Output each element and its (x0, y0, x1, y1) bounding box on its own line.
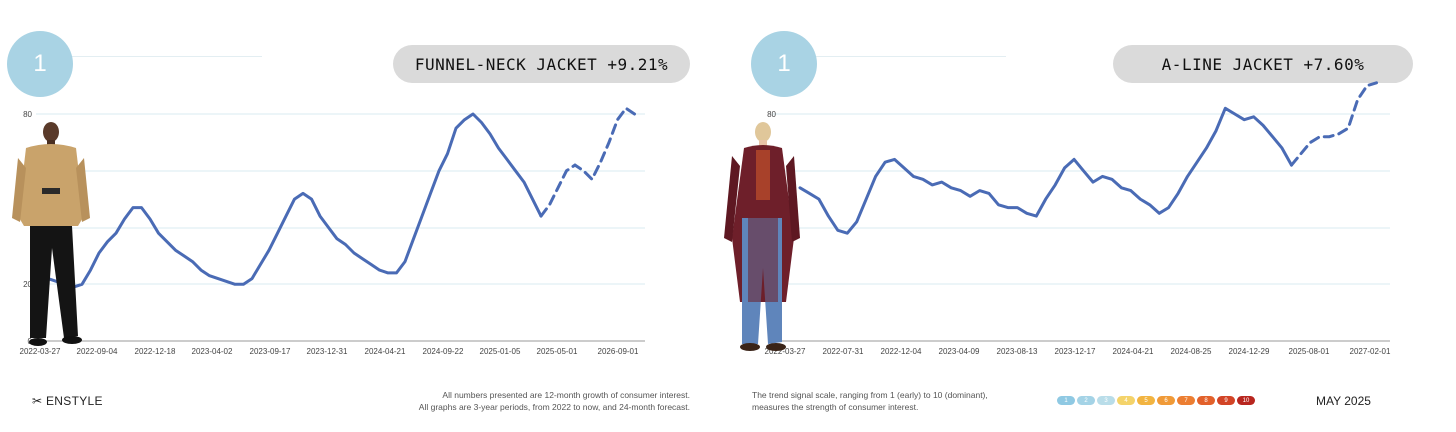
trend-title-pill: FUNNEL-NECK JACKET +9.21% (393, 45, 690, 83)
footnote-line: measures the strength of consumer intere… (752, 402, 919, 412)
x-tick-label: 2022-09-04 (77, 347, 118, 356)
x-tick-label: 2024-04-21 (1113, 347, 1154, 356)
x-tick-label: 2022-12-04 (881, 347, 922, 356)
footnote-line: All graphs are 3-year periods, from 2022… (418, 402, 690, 412)
x-tick-label: 2023-09-17 (250, 347, 291, 356)
scale-chip: 8 (1197, 396, 1215, 405)
x-tick-label: 2024-09-22 (423, 347, 464, 356)
x-tick-label: 2022-03-27 (765, 347, 806, 356)
series-line-forecast (1290, 81, 1378, 167)
x-tick-label: 2022-12-18 (135, 347, 176, 356)
footer: ✂ ENSTYLE All numbers presented are 12-m… (0, 380, 1456, 432)
series-line-forecast (539, 106, 636, 218)
x-tick-label: 2026-09-01 (598, 347, 639, 356)
model-image-camel-jacket (12, 122, 90, 346)
line-chart: 80 2022-03-27 2022-07-31 2022-12-04 2023… (765, 81, 1391, 356)
scissors-icon: ✂ (32, 394, 43, 408)
footnote-methodology: All numbers presented are 12-month growt… (419, 389, 690, 413)
x-tick-label: 2023-08-13 (997, 347, 1038, 356)
x-ticks: 2022-03-27 2022-07-31 2022-12-04 2023-04… (765, 347, 1391, 356)
x-tick-label: 2022-03-27 (20, 347, 61, 356)
brand-logo: ✂ ENSTYLE (32, 394, 103, 408)
series-line-historical (798, 106, 1293, 235)
x-tick-label: 2024-12-29 (1229, 347, 1270, 356)
trend-signal-scale: 1 2 3 4 5 6 7 8 9 10 (1057, 396, 1255, 405)
scale-chip: 4 (1117, 396, 1135, 405)
x-tick-label: 2025-08-01 (1289, 347, 1330, 356)
scale-chip: 2 (1077, 396, 1095, 405)
trend-rank-badge: 1 (7, 31, 73, 97)
y-tick-label: 80 (23, 110, 32, 119)
x-tick-label: 2027-02-01 (1350, 347, 1391, 356)
scale-chip: 10 (1237, 396, 1255, 405)
scale-chip: 1 (1057, 396, 1075, 405)
scale-chip: 7 (1177, 396, 1195, 405)
chart-panel-funnel-neck: 1 FUNNEL-NECK JACKET +9.21% 80 20 0 2022… (0, 0, 728, 380)
y-tick-label: 20 (23, 280, 32, 289)
y-gridlines (36, 113, 645, 342)
brand-name: ENSTYLE (46, 394, 103, 408)
series-line-historical (46, 112, 543, 289)
line-chart: 80 20 0 2022-03-27 2022-09-04 2022-12-18… (20, 106, 645, 356)
scale-chip: 6 (1157, 396, 1175, 405)
y-tick-label: 80 (767, 110, 776, 119)
scale-chip: 5 (1137, 396, 1155, 405)
footnote-scale: The trend signal scale, ranging from 1 (… (752, 389, 988, 413)
scale-chip: 9 (1217, 396, 1235, 405)
footnote-line: All numbers presented are 12-month growt… (442, 390, 690, 400)
rank-divider (816, 56, 1006, 57)
x-tick-label: 2022-07-31 (823, 347, 864, 356)
rank-divider (72, 56, 262, 57)
trend-rank-badge: 1 (751, 31, 817, 97)
chart-panel-a-line: 1 A-LINE JACKET +7.60% 80 2022-03-27 202… (724, 0, 1456, 380)
x-tick-label: 2024-04-21 (365, 347, 406, 356)
x-tick-label: 2024-08-25 (1171, 347, 1212, 356)
footnote-line: The trend signal scale, ranging from 1 (… (752, 390, 988, 400)
x-tick-label: 2023-12-31 (307, 347, 348, 356)
x-tick-label: 2025-01-05 (480, 347, 521, 356)
x-tick-label: 2023-04-02 (192, 347, 233, 356)
y-gridlines (772, 113, 1390, 342)
report-date: MAY 2025 (1316, 394, 1371, 408)
scale-chip: 3 (1097, 396, 1115, 405)
x-tick-label: 2025-05-01 (537, 347, 578, 356)
trend-title-pill: A-LINE JACKET +7.60% (1113, 45, 1413, 83)
model-image-burgundy-coat (724, 122, 800, 351)
x-ticks: 2022-03-27 2022-09-04 2022-12-18 2023-04… (20, 347, 639, 356)
x-tick-label: 2023-04-09 (939, 347, 980, 356)
x-tick-label: 2023-12-17 (1055, 347, 1096, 356)
